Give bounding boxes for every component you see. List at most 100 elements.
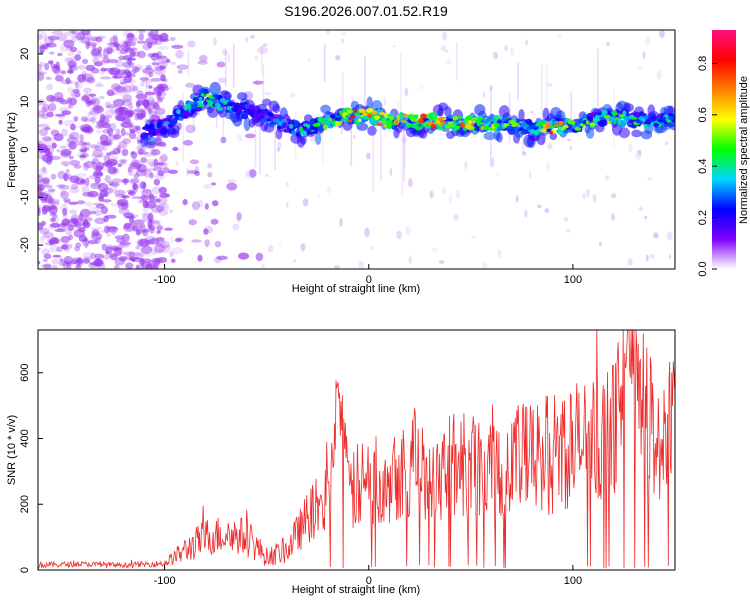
noise-blob	[141, 195, 149, 202]
noise-blob	[76, 264, 82, 268]
noise-blob	[127, 190, 136, 196]
noise-blob	[89, 50, 102, 57]
colorbar: 0.0 0.2 0.4 0.6 0.8 Normalized spectral ampl…	[697, 30, 750, 277]
noise-blob	[132, 222, 138, 232]
noise-blob	[401, 136, 408, 144]
noise-blob	[119, 106, 126, 111]
noise-blob	[76, 257, 83, 265]
noise-blob	[47, 197, 55, 205]
noise-blob	[112, 75, 123, 79]
noise-blob	[63, 198, 71, 202]
noise-blob	[440, 44, 447, 52]
noise-blob	[75, 32, 86, 41]
signal-blob	[190, 104, 196, 110]
noise-blob	[89, 262, 100, 266]
noise-blob	[131, 65, 139, 74]
signal-blob	[454, 121, 462, 125]
noise-blob	[302, 198, 309, 207]
noise-streak	[222, 91, 225, 141]
signal-blob	[525, 121, 532, 125]
noise-blob	[40, 113, 49, 120]
noise-blob	[83, 87, 92, 93]
noise-blob	[150, 221, 161, 226]
signal-blob	[254, 105, 260, 111]
noise-blob	[48, 201, 61, 206]
noise-blob	[109, 70, 121, 76]
noise-blob	[69, 131, 80, 140]
noise-blob	[529, 171, 532, 179]
noise-blob	[130, 178, 140, 184]
noise-blob	[132, 257, 144, 263]
noise-blob	[141, 189, 153, 194]
noise-blob	[130, 51, 141, 57]
noise-blob	[628, 143, 633, 153]
noise-blob	[245, 36, 248, 43]
noise-blob	[115, 128, 121, 134]
signal-blob	[206, 93, 210, 98]
noise-blob	[41, 205, 48, 215]
noise-blob	[141, 229, 150, 233]
noise-blob	[261, 264, 265, 268]
noise-blob	[222, 48, 228, 56]
noise-blob	[307, 57, 312, 62]
noise-blob	[75, 242, 82, 248]
signal-blob	[631, 116, 638, 120]
noise-blob	[186, 167, 189, 176]
noise-streak	[364, 55, 366, 111]
noise-blob	[207, 163, 213, 169]
noise-blob	[139, 77, 150, 81]
noise-blob	[38, 72, 45, 81]
noise-blob	[148, 218, 155, 223]
noise-blob	[81, 216, 93, 222]
noise-blob	[171, 44, 184, 49]
noise-blob	[171, 258, 176, 264]
noise-blob	[54, 91, 64, 101]
noise-blob	[77, 152, 85, 159]
noise-blob	[546, 161, 550, 170]
signal-blob	[378, 111, 385, 116]
noise-blob	[48, 60, 54, 65]
signal-blob	[258, 111, 266, 117]
noise-blob	[38, 260, 41, 265]
noise-blob	[84, 118, 93, 123]
noise-blob	[97, 120, 104, 129]
noise-blob	[39, 49, 44, 55]
noise-blob	[69, 97, 77, 106]
signal-blob	[557, 120, 564, 126]
noise-blob	[107, 47, 113, 55]
noise-blob	[85, 201, 93, 208]
noise-blob	[133, 108, 145, 113]
noise-blob	[74, 177, 86, 185]
signal-blob	[356, 122, 369, 131]
noise-blob	[141, 188, 152, 198]
noise-blob	[335, 55, 341, 61]
noise-blob	[358, 260, 364, 269]
noise-blob	[141, 212, 148, 216]
noise-blob	[142, 201, 149, 209]
noise-blob	[123, 85, 132, 94]
noise-blob	[138, 30, 146, 34]
noise-blob	[96, 259, 103, 265]
noise-blob	[54, 228, 66, 233]
noise-blob	[92, 170, 103, 178]
signal-blob	[323, 124, 328, 130]
noise-blob	[133, 66, 141, 72]
noise-blob	[147, 219, 153, 229]
noise-blob	[176, 64, 189, 70]
signal-blob	[216, 107, 224, 111]
signal-blob	[410, 123, 417, 129]
spectrogram-y-label: Frequency (Hz)	[6, 112, 18, 188]
signal-blob	[488, 119, 496, 122]
noise-blob	[90, 154, 103, 158]
noise-blob	[65, 77, 71, 85]
noise-blob	[67, 60, 77, 68]
signal-blob	[289, 124, 294, 129]
signal-blob	[483, 131, 496, 141]
noise-blob	[138, 266, 144, 269]
noise-blob	[142, 43, 152, 51]
noise-blob	[75, 264, 82, 269]
noise-blob	[128, 70, 137, 76]
noise-blob	[38, 71, 47, 75]
noise-blob	[53, 64, 59, 70]
noise-blob	[67, 86, 74, 94]
